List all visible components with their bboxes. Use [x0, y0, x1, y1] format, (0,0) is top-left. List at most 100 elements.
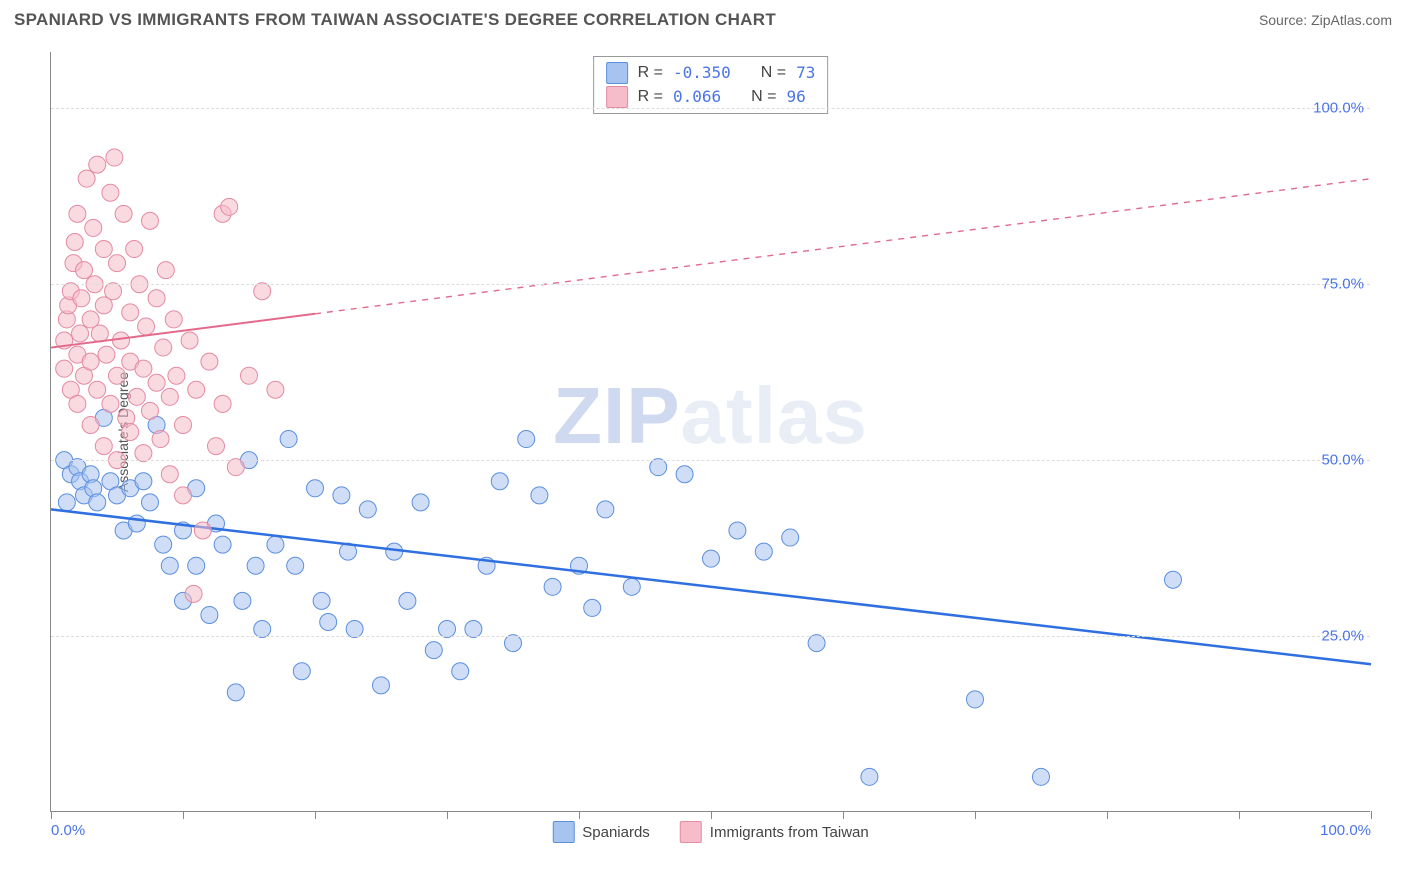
x-tick-label: 100.0%: [1320, 822, 1371, 839]
correlation-legend: R =-0.350N =73R = 0.066N =96: [593, 56, 829, 114]
data-point: [452, 663, 469, 680]
data-point: [214, 395, 231, 412]
data-point: [531, 487, 548, 504]
data-point: [157, 262, 174, 279]
data-point: [72, 325, 89, 342]
gridline-h: [51, 636, 1370, 637]
data-point: [280, 431, 297, 448]
data-point: [122, 424, 139, 441]
data-point: [650, 459, 667, 476]
data-point: [73, 290, 90, 307]
data-point: [82, 353, 99, 370]
data-point: [518, 431, 535, 448]
data-point: [161, 466, 178, 483]
data-point: [227, 684, 244, 701]
chart-title: SPANIARD VS IMMIGRANTS FROM TAIWAN ASSOC…: [14, 10, 776, 30]
x-tick: [1371, 811, 1372, 819]
data-point: [109, 255, 126, 272]
legend-item: Spaniards: [552, 821, 650, 843]
data-point: [148, 290, 165, 307]
data-point: [109, 367, 126, 384]
data-point: [175, 416, 192, 433]
data-point: [386, 543, 403, 560]
data-point: [188, 557, 205, 574]
data-point: [439, 621, 456, 638]
data-point: [185, 585, 202, 602]
legend-swatch: [680, 821, 702, 843]
data-point: [155, 339, 172, 356]
corr-n-value: 96: [786, 85, 805, 109]
corr-n-label: N =: [751, 85, 776, 109]
data-point: [56, 360, 73, 377]
x-tick: [1239, 811, 1240, 819]
data-point: [105, 283, 122, 300]
data-point: [161, 557, 178, 574]
data-point: [241, 367, 258, 384]
data-point: [85, 219, 102, 236]
data-point: [128, 388, 145, 405]
data-point: [135, 473, 152, 490]
data-point: [267, 381, 284, 398]
data-point: [142, 494, 159, 511]
data-point: [373, 677, 390, 694]
data-point: [181, 332, 198, 349]
chart-area: Associate's Degree ZIPatlas R =-0.350N =…: [50, 52, 1370, 812]
source-label: Source: ZipAtlas.com: [1259, 12, 1392, 28]
data-point: [346, 621, 363, 638]
x-tick: [579, 811, 580, 819]
corr-r-label: R =: [638, 61, 663, 85]
data-point: [584, 599, 601, 616]
x-tick: [843, 811, 844, 819]
y-tick-label: 100.0%: [1313, 100, 1364, 117]
y-tick-label: 50.0%: [1321, 452, 1364, 469]
data-point: [227, 459, 244, 476]
data-point: [755, 543, 772, 560]
corr-r-value: -0.350: [673, 61, 731, 85]
data-point: [112, 332, 129, 349]
x-tick-label: 0.0%: [51, 822, 85, 839]
data-point: [267, 536, 284, 553]
data-point: [126, 241, 143, 258]
legend-swatch: [606, 62, 628, 84]
y-tick-label: 25.0%: [1321, 628, 1364, 645]
corr-n-label: N =: [761, 61, 786, 85]
gridline-h: [51, 460, 1370, 461]
data-point: [861, 768, 878, 785]
x-tick: [447, 811, 448, 819]
data-point: [808, 635, 825, 652]
data-point: [135, 360, 152, 377]
data-point: [102, 184, 119, 201]
data-point: [208, 438, 225, 455]
data-point: [89, 156, 106, 173]
x-tick: [315, 811, 316, 819]
data-point: [201, 353, 218, 370]
data-point: [106, 149, 123, 166]
data-point: [729, 522, 746, 539]
data-point: [313, 592, 330, 609]
data-point: [69, 205, 86, 222]
data-point: [148, 374, 165, 391]
data-point: [465, 621, 482, 638]
data-point: [155, 536, 172, 553]
data-point: [188, 381, 205, 398]
data-point: [165, 311, 182, 328]
gridline-h: [51, 284, 1370, 285]
x-tick: [51, 811, 52, 819]
data-point: [89, 494, 106, 511]
gridline-h: [51, 108, 1370, 109]
data-point: [89, 381, 106, 398]
data-point: [95, 241, 112, 258]
data-point: [544, 578, 561, 595]
data-point: [254, 283, 271, 300]
data-point: [782, 529, 799, 546]
data-point: [967, 691, 984, 708]
legend-label: Immigrants from Taiwan: [710, 824, 869, 841]
data-point: [69, 395, 86, 412]
data-point: [76, 262, 93, 279]
corr-r-label: R =: [638, 85, 663, 109]
data-point: [82, 416, 99, 433]
x-tick: [183, 811, 184, 819]
data-point: [91, 325, 108, 342]
data-point: [152, 431, 169, 448]
x-tick: [1107, 811, 1108, 819]
